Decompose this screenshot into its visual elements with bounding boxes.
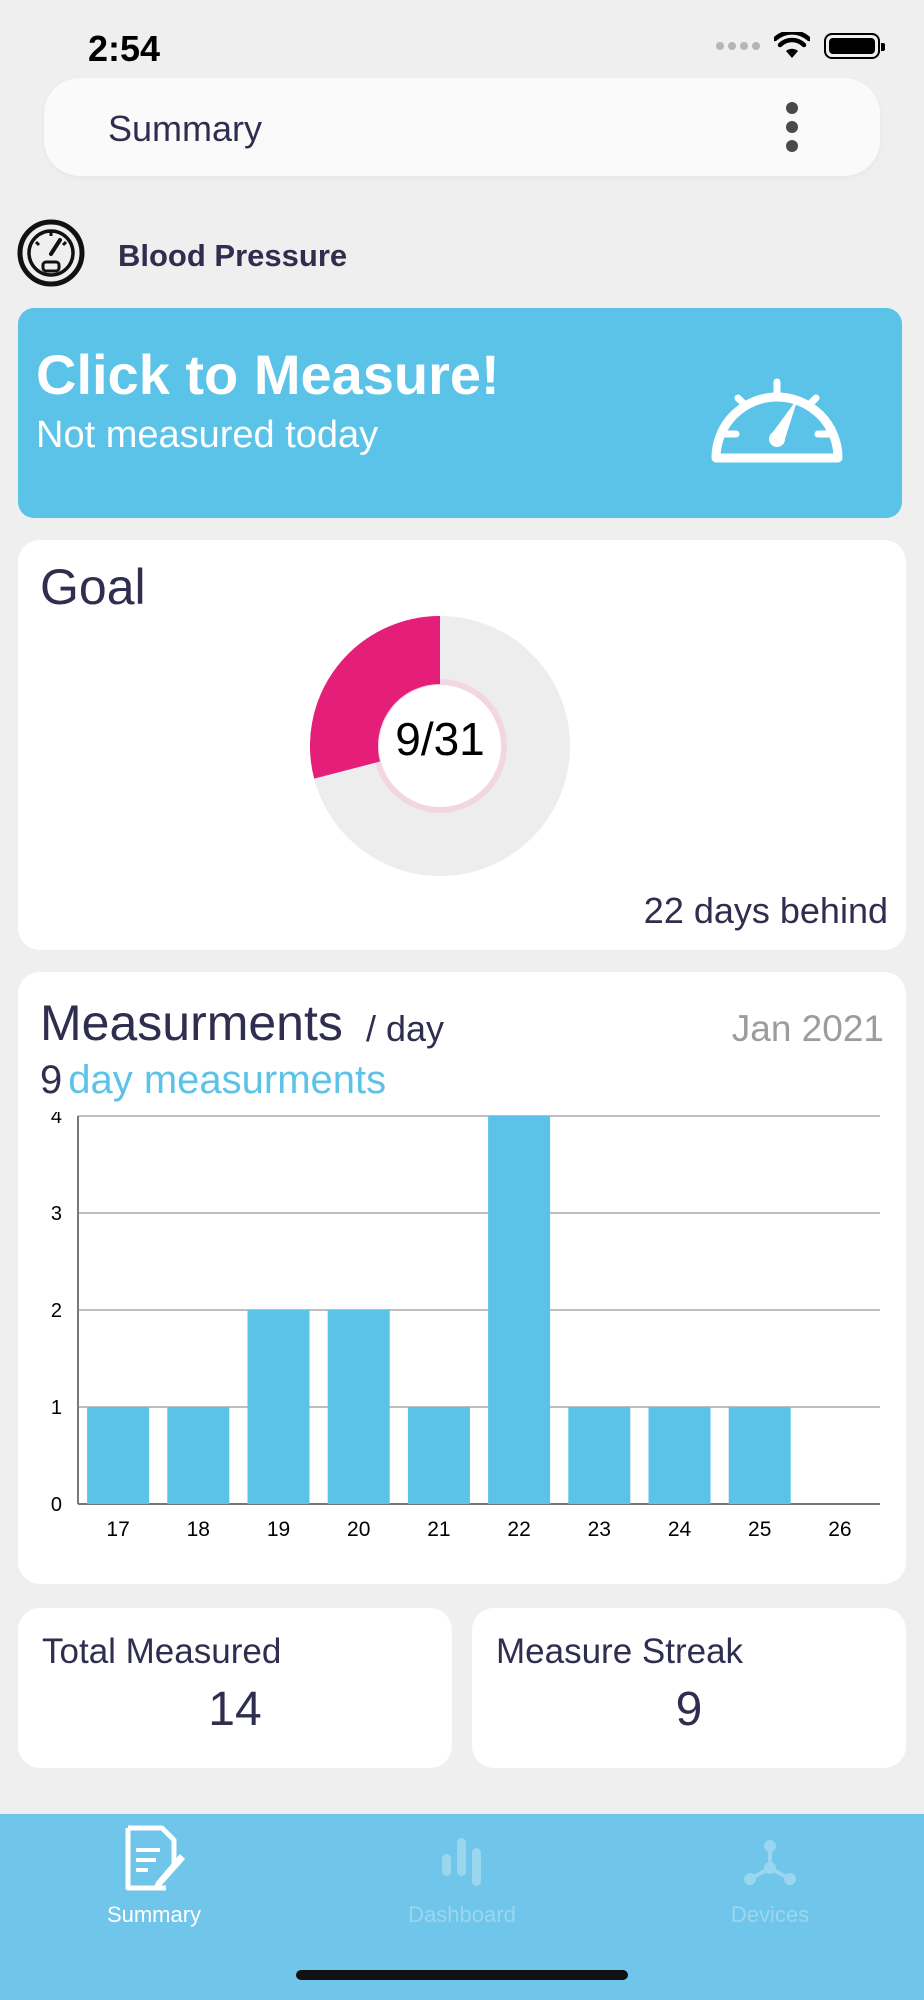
x-tick-label: 20 — [347, 1518, 370, 1541]
measure-streak-value: 9 — [675, 1683, 703, 1736]
x-tick-label: 22 — [507, 1518, 530, 1541]
x-tick-label: 19 — [267, 1518, 290, 1541]
measurements-month: Jan 2021 — [731, 1008, 884, 1049]
gauge-icon — [17, 219, 85, 287]
x-tick-label: 26 — [828, 1518, 851, 1541]
y-tick-label: 0 — [51, 1494, 62, 1516]
measure-streak-label: Measure Streak — [496, 1632, 744, 1671]
goal-progress-label: 9/31 — [395, 713, 485, 765]
cellular-signal-icon — [716, 42, 760, 50]
bar-24 — [648, 1407, 711, 1504]
goal-donut-chart — [310, 616, 570, 876]
x-tick-label: 24 — [668, 1518, 692, 1541]
measurements-count-row: 9 day measurments — [40, 1058, 386, 1103]
bar-chart-icon — [442, 1838, 481, 1886]
tab-bar: Summary Dashboard Devices — [0, 1814, 924, 2000]
measure-subtitle: Not measured today — [36, 414, 379, 456]
x-tick-label: 18 — [187, 1518, 210, 1541]
goal-donut-progress — [310, 616, 442, 779]
bar-25 — [728, 1407, 791, 1504]
network-icon — [744, 1840, 796, 1885]
speedometer-icon — [711, 378, 843, 463]
document-edit-icon — [125, 1825, 185, 1891]
y-tick-label: 3 — [51, 1203, 62, 1225]
measurements-card: Measurments / day Jan 2021 9 day measurme… — [18, 972, 906, 1584]
bar-22 — [488, 1116, 551, 1504]
status-icons — [716, 32, 885, 60]
bar-20 — [327, 1310, 390, 1504]
kebab-menu-icon[interactable] — [782, 98, 802, 156]
bar-19 — [247, 1310, 310, 1504]
measure-streak-card: Measure Streak 9 — [472, 1608, 906, 1768]
goal-behind-text: 22 days behind — [643, 890, 888, 931]
tab-dashboard-label: Dashboard — [408, 1902, 516, 1927]
y-tick-label: 2 — [51, 1300, 62, 1322]
x-tick-label: 23 — [588, 1518, 611, 1541]
status-bar: 2:54 — [0, 0, 924, 80]
measurements-title: Measurments — [40, 995, 343, 1051]
tab-devices[interactable]: Devices — [616, 1824, 924, 1944]
header-bar: Summary — [44, 78, 880, 176]
total-measured-value: 14 — [208, 1683, 262, 1736]
tab-devices-label: Devices — [730, 1902, 810, 1927]
goal-card: Goal 9/31 22 days behind — [18, 540, 906, 950]
section-title: Blood Pressure — [118, 238, 348, 273]
total-measured-label: Total Measured — [42, 1632, 282, 1671]
measure-button[interactable]: Click to Measure! Not measured today — [18, 308, 902, 518]
tab-summary-label: Summary — [106, 1902, 202, 1927]
bar-17 — [87, 1407, 150, 1504]
x-tick-label: 25 — [748, 1518, 771, 1541]
goal-title: Goal — [40, 559, 146, 615]
y-tick-label: 1 — [51, 1397, 62, 1419]
measurements-count-label: day measurments — [68, 1058, 387, 1102]
x-tick-label: 21 — [427, 1518, 450, 1541]
home-indicator — [296, 1970, 628, 1980]
section-header: Blood Pressure — [16, 218, 616, 288]
page-title: Summary — [108, 108, 263, 149]
total-measured-card: Total Measured 14 — [18, 1608, 452, 1768]
x-tick-label: 17 — [106, 1518, 129, 1541]
bar-23 — [568, 1407, 631, 1504]
measurements-count: 9 — [40, 1058, 63, 1102]
status-time: 2:54 — [88, 28, 161, 69]
bar-18 — [167, 1407, 230, 1504]
bar-21 — [407, 1407, 470, 1504]
measurements-unit: / day — [366, 1008, 445, 1049]
wifi-icon — [774, 32, 810, 58]
tab-dashboard[interactable]: Dashboard — [308, 1824, 616, 1944]
battery-icon — [824, 33, 885, 59]
measure-title: Click to Measure! — [36, 343, 500, 406]
tab-summary[interactable]: Summary — [0, 1824, 308, 1944]
y-tick-label: 4 — [51, 1112, 62, 1128]
